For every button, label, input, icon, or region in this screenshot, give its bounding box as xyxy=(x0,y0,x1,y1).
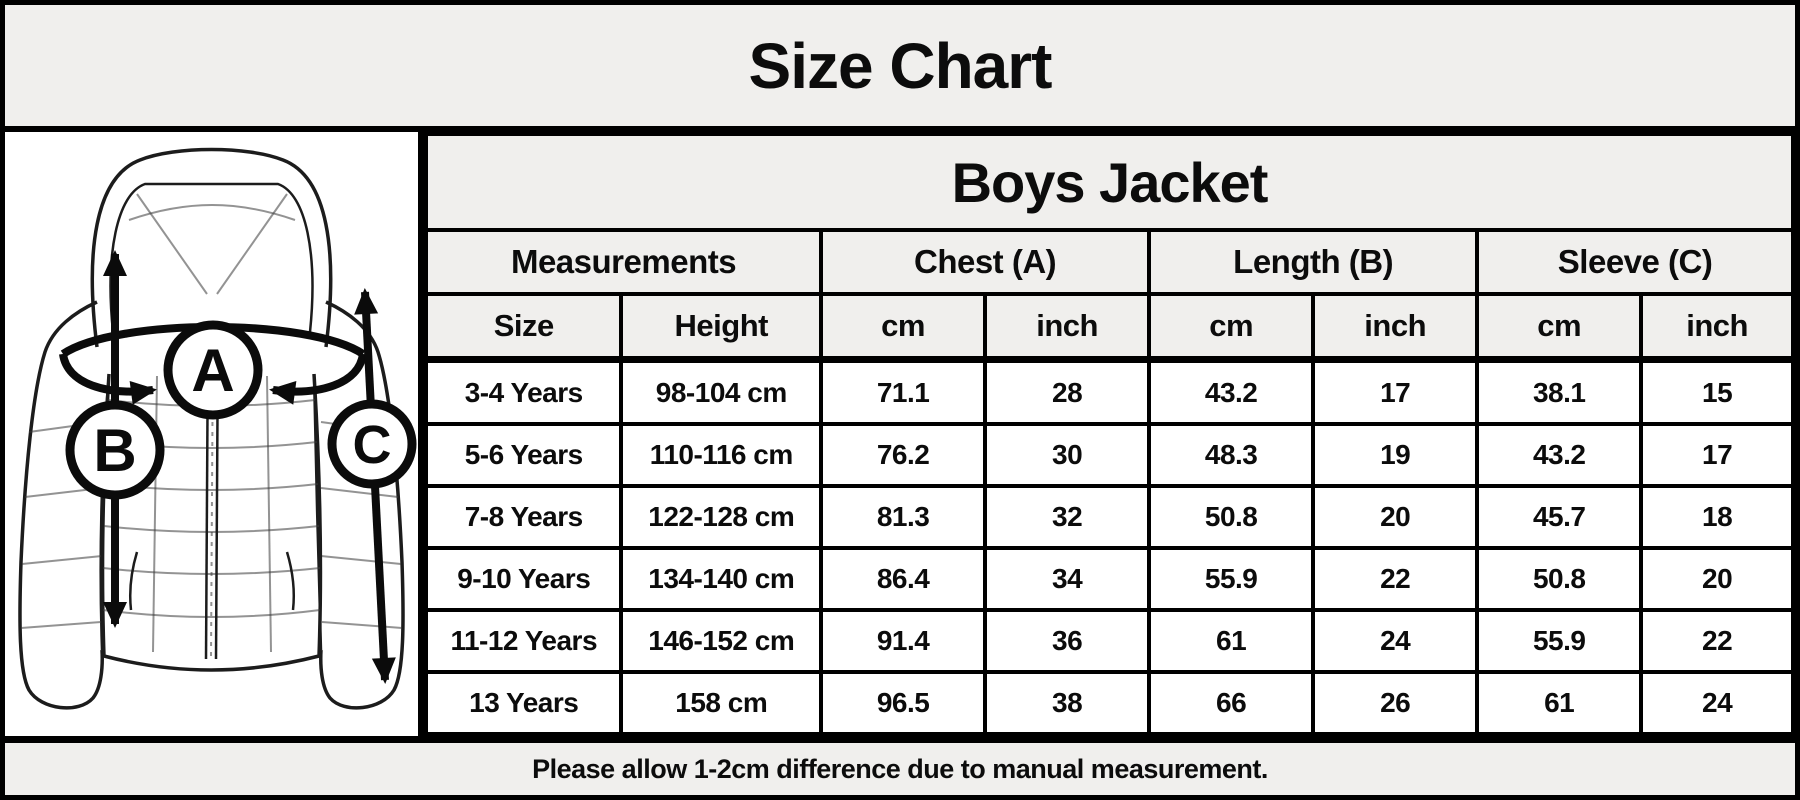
table-title: Boys Jacket xyxy=(424,132,1795,232)
footer-note: Please allow 1-2cm difference due to man… xyxy=(532,753,1268,784)
chest-label-circle xyxy=(163,320,263,420)
main-area: A B C Boys Jacket xyxy=(5,132,1795,736)
sleeve-inch-cell: 24 xyxy=(1639,670,1795,736)
chest-inch-cell: 30 xyxy=(983,422,1152,489)
chest-cm-cell: 76.2 xyxy=(819,422,988,489)
page-title: Size Chart xyxy=(748,29,1053,102)
sleeve-cm-cell: 43.2 xyxy=(1475,422,1644,489)
length-label: B xyxy=(93,417,136,484)
sleeve-label-circle xyxy=(327,399,417,489)
height-cell: 158 cm xyxy=(619,670,824,736)
length-inch-cell: 22 xyxy=(1311,546,1480,613)
chest-inch-cell: 38 xyxy=(983,670,1152,736)
chest-label: A xyxy=(191,337,234,404)
group-header-sleeve: Sleeve (C) xyxy=(1475,228,1795,296)
jacket-diagram-panel: A B C xyxy=(5,132,424,736)
height-cell: 122-128 cm xyxy=(619,484,824,551)
size-cell: 7-8 Years xyxy=(423,484,624,551)
length-cm-cell: 61 xyxy=(1147,608,1316,674)
sleeve-inch-cell: 18 xyxy=(1639,484,1795,551)
length-inch-cell: 17 xyxy=(1311,357,1480,427)
length-cm-cell: 50.8 xyxy=(1147,484,1316,551)
length-cm-cell: 48.3 xyxy=(1147,422,1316,489)
column-header-sleeve-cm: cm xyxy=(1475,292,1644,363)
sleeve-inch-cell: 17 xyxy=(1639,422,1795,489)
size-table: Boys Jacket Measurements Chest (A) Lengt… xyxy=(423,132,1795,736)
chest-cm-cell: 71.1 xyxy=(819,357,988,427)
height-cell: 146-152 cm xyxy=(619,608,824,674)
size-cell: 3-4 Years xyxy=(423,357,624,427)
height-cell: 134-140 cm xyxy=(619,546,824,613)
group-header-measurements: Measurements xyxy=(423,228,824,296)
sleeve-cm-cell: 50.8 xyxy=(1475,546,1644,613)
sleeve-inch-cell: 20 xyxy=(1639,546,1795,613)
length-cm-cell: 43.2 xyxy=(1147,357,1316,427)
chest-cm-cell: 86.4 xyxy=(819,546,988,613)
column-header-sleeve-inch: inch xyxy=(1639,292,1795,363)
jacket-illustration: A B C xyxy=(18,147,417,710)
size-cell: 9-10 Years xyxy=(423,546,624,613)
group-header-length: Length (B) xyxy=(1147,228,1480,296)
footer-band: Please allow 1-2cm difference due to man… xyxy=(5,736,1795,795)
table-row: 13 Years 158 cm 96.5 38 66 26 61 24 xyxy=(423,670,1795,736)
sub-header-row: Size Height cm inch cm inch cm inch xyxy=(423,292,1795,363)
table-title-row: Boys Jacket xyxy=(424,132,1795,232)
chest-cm-cell: 81.3 xyxy=(819,484,988,551)
size-table-panel: Boys Jacket Measurements Chest (A) Lengt… xyxy=(423,132,1795,736)
title-band: Size Chart xyxy=(5,5,1795,132)
length-cm-cell: 55.9 xyxy=(1147,546,1316,613)
column-header-chest-cm: cm xyxy=(819,292,988,363)
length-inch-cell: 24 xyxy=(1311,608,1480,674)
chest-cm-cell: 91.4 xyxy=(819,608,988,674)
length-inch-cell: 26 xyxy=(1311,670,1480,736)
size-cell: 11-12 Years xyxy=(423,608,624,674)
sleeve-cm-cell: 45.7 xyxy=(1475,484,1644,551)
chest-inch-cell: 36 xyxy=(983,608,1152,674)
jacket-body xyxy=(100,331,323,672)
sleeve-cm-cell: 38.1 xyxy=(1475,357,1644,427)
table-row: 3-4 Years 98-104 cm 71.1 28 43.2 17 38.1… xyxy=(423,357,1795,427)
column-header-length-cm: cm xyxy=(1147,292,1316,363)
sleeve-cm-cell: 61 xyxy=(1475,670,1644,736)
size-cell: 13 Years xyxy=(423,670,624,736)
column-header-length-inch: inch xyxy=(1311,292,1480,363)
measurement-labels: A B C xyxy=(65,320,417,500)
sleeve-label: C xyxy=(353,415,392,475)
length-label-circle xyxy=(65,400,165,500)
table-row: 9-10 Years 134-140 cm 86.4 34 55.9 22 50… xyxy=(423,546,1795,613)
length-inch-cell: 20 xyxy=(1311,484,1480,551)
sleeve-cm-cell: 55.9 xyxy=(1475,608,1644,674)
table-row: 7-8 Years 122-128 cm 81.3 32 50.8 20 45.… xyxy=(423,484,1795,551)
column-header-chest-inch: inch xyxy=(983,292,1152,363)
column-header-height: Height xyxy=(619,292,824,363)
chest-inch-cell: 28 xyxy=(983,357,1152,427)
length-cm-cell: 66 xyxy=(1147,670,1316,736)
column-header-size: Size xyxy=(423,292,624,363)
height-cell: 110-116 cm xyxy=(619,422,824,489)
chest-cm-cell: 96.5 xyxy=(819,670,988,736)
table-row: 5-6 Years 110-116 cm 76.2 30 48.3 19 43.… xyxy=(423,422,1795,489)
table-row: 11-12 Years 146-152 cm 91.4 36 61 24 55.… xyxy=(423,608,1795,674)
length-inch-cell: 19 xyxy=(1311,422,1480,489)
group-header-row: Measurements Chest (A) Length (B) Sleeve… xyxy=(423,228,1795,296)
chest-arrow-left xyxy=(59,353,157,405)
height-cell: 98-104 cm xyxy=(619,357,824,427)
sleeve-inch-cell: 22 xyxy=(1639,608,1795,674)
group-header-chest: Chest (A) xyxy=(819,228,1152,296)
chest-inch-cell: 34 xyxy=(983,546,1152,613)
size-cell: 5-6 Years xyxy=(423,422,624,489)
chest-arrow-right xyxy=(269,353,367,405)
sleeve-inch-cell: 15 xyxy=(1639,357,1795,427)
chest-inch-cell: 32 xyxy=(983,484,1152,551)
